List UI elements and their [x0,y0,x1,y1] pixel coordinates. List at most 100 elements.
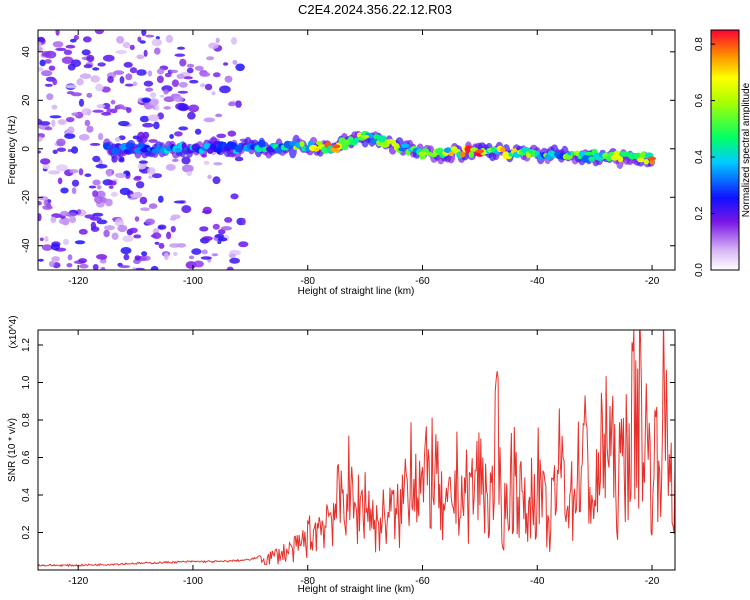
noise-blob [140,207,150,211]
noise-blob [39,237,44,242]
noise-blob [71,179,80,187]
noise-blob [52,149,58,154]
noise-blob [203,160,210,165]
x-tick-label: -80 [300,576,315,587]
spectrogram-panel: -120 -100 -80 -60 -40 -20 -40 -20 0 20 40 Height o… [7,29,676,297]
noise-blob [173,200,186,204]
noise-blob [90,75,101,83]
noise-blob [70,59,82,67]
noise-blob [122,41,131,49]
noise-blob [145,218,155,225]
noise-blob [71,146,79,154]
band-core [123,149,131,154]
noise-blob [118,265,131,269]
spectrogram-frame [37,29,676,271]
noise-blob [187,111,196,120]
noise-blob [238,241,249,248]
noise-blob [150,265,159,270]
noise-blob [114,218,125,227]
noise-blob [73,34,79,41]
noise-blob [156,75,164,84]
noise-blob [211,91,216,96]
noise-blob [163,252,169,261]
noise-blob [110,108,118,114]
noise-blob [89,216,102,221]
noise-blob [78,228,88,235]
band-core [137,142,146,148]
noise-blob [211,253,219,257]
noise-blob [102,102,111,110]
colorbar-tick-label: 0.4 [694,150,705,164]
noise-blob [78,258,88,264]
noise-blob [44,59,52,64]
noise-blob [145,34,155,38]
band-core [111,147,120,155]
noise-blob [99,258,107,264]
noise-blob [50,216,57,223]
spectrogram-marks [38,30,656,270]
noise-blob [177,90,189,94]
noise-blob [150,92,157,98]
noise-blob [186,67,194,74]
noise-blob [43,199,49,206]
noise-blob [181,156,191,165]
noise-blob [212,223,220,230]
noise-blob [228,101,236,107]
noise-blob [67,126,75,134]
noise-blob [223,62,229,66]
noise-blob [95,164,108,169]
colorbar-tick-label: 0.2 [694,206,705,220]
noise-blob [178,126,189,131]
noise-blob [71,112,79,116]
noise-blob [193,260,204,268]
noise-blob [111,232,119,240]
noise-blob [61,56,74,64]
noise-blob [48,65,56,71]
noise-blob [84,119,91,127]
noise-blob [101,111,112,116]
noise-blob [39,59,46,67]
noise-blob [165,164,176,171]
noise-blob [92,212,104,217]
noise-blob [57,177,63,185]
noise-blob [38,36,45,43]
band-core [588,156,596,162]
noise-blob [139,40,146,44]
y-tick-label: 0.6 [21,450,32,464]
colorbar-ticks: 0.0 0.2 0.4 0.6 0.8 [694,37,715,277]
noise-blob [188,104,200,113]
noise-blob [104,225,115,231]
noise-blob [56,138,66,147]
band-core [400,143,410,148]
noise-blob [92,264,99,270]
noise-blob [38,150,42,154]
noise-blob [98,133,104,141]
noise-blob [71,92,82,97]
noise-blob [174,53,186,57]
snr-ylabel: SNR (10 * v/v) [7,418,18,482]
noise-blob [154,241,160,245]
x-tick-label: -120 [68,276,88,287]
noise-blob [213,72,221,78]
band-core [299,141,305,147]
noise-blob [218,229,226,235]
noise-blob [81,49,91,56]
noise-blob [123,61,133,68]
noise-blob [67,254,73,261]
noise-blob [55,47,67,52]
noise-blob [179,58,187,67]
noise-blob [214,233,225,239]
noise-blob [212,176,221,185]
noise-blob [135,181,145,189]
noise-blob [92,155,101,163]
noise-blob [38,41,42,49]
band-peak [475,149,484,154]
noise-blob [176,243,187,248]
x-tick-label: -100 [183,276,203,287]
band-core [585,151,593,156]
noise-blob [83,64,93,69]
x-tick-label: -60 [415,576,430,587]
noise-blob [107,76,114,83]
y-tick-label: 40 [21,46,32,58]
noise-blob [78,98,85,107]
